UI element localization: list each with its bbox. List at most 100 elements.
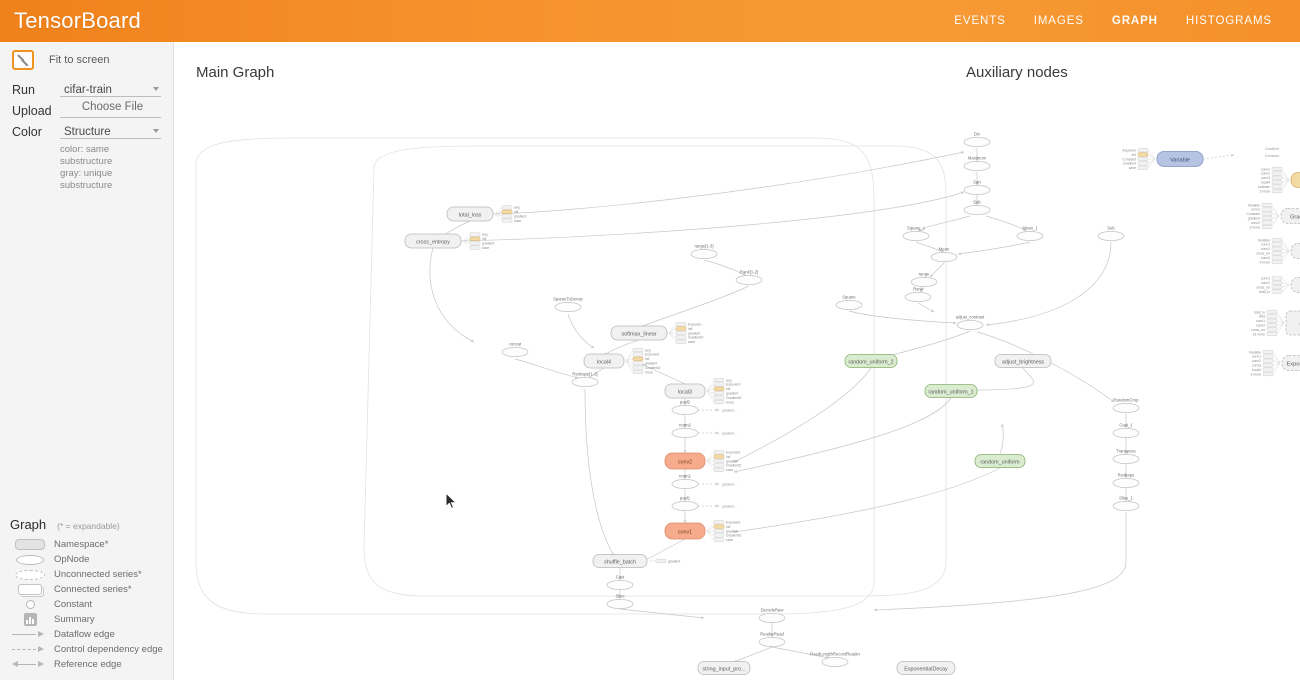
node-chip[interactable]: init <box>706 454 730 462</box>
graph-node-adjust_brightness[interactable]: adjust_brightness <box>994 354 1052 368</box>
color-select[interactable]: Structure <box>60 122 161 139</box>
op-node[interactable]: DecodeRaw <box>758 608 786 623</box>
op-node[interactable]: norm1 <box>671 474 699 489</box>
op-node[interactable]: range[1-3] <box>690 244 718 259</box>
node-chip[interactable]: avg <box>462 232 488 242</box>
node-chip[interactable]: conv3 <box>1261 175 1290 181</box>
node-chip[interactable]: init <box>462 236 486 242</box>
aux-node-init[interactable]: init <box>1290 172 1300 188</box>
node-chip[interactable]: gradient <box>706 390 738 396</box>
aux-node-GradientDescent[interactable]: GradientDescent <box>1280 208 1300 224</box>
op-node[interactable]: Slice_1 <box>1112 496 1140 511</box>
node-chip[interactable]: Variable <box>1248 202 1280 217</box>
node-chip[interactable]: 3 more <box>1250 362 1281 376</box>
op-node[interactable]: Rank <box>904 287 932 302</box>
op-node[interactable]: pool1 <box>671 496 699 511</box>
node-chip[interactable]: cross_en <box>1256 284 1290 290</box>
node-chip[interactable]: save <box>494 213 521 223</box>
node-chip[interactable]: Exponent <box>625 352 659 362</box>
node-chip[interactable]: gradient <box>707 458 738 463</box>
node-chip[interactable]: GradientD <box>706 390 742 400</box>
op-node[interactable]: Mean_1 <box>1016 226 1044 241</box>
node-chip[interactable]: init <box>706 386 730 392</box>
node-chip[interactable]: save <box>668 332 695 344</box>
op-node[interactable]: concat <box>501 342 529 357</box>
op-node[interactable]: Square_1 <box>902 226 930 241</box>
node-chip[interactable]: conv2 <box>1252 358 1281 364</box>
node-chip[interactable]: init <box>1132 152 1156 160</box>
node-chip[interactable]: conv2 <box>1261 280 1290 286</box>
nav-tab-images[interactable]: IMAGES <box>1033 15 1084 27</box>
node-chip[interactable]: Constant <box>1122 156 1155 161</box>
graph-node-cross_entropy[interactable]: cross_entropy <box>404 233 462 249</box>
graph-node-string_input_pro[interactable]: string_input_pro... <box>697 661 751 675</box>
fit-to-screen-control[interactable]: Fit to screen <box>0 42 173 76</box>
node-chip[interactable]: conv1 <box>1256 318 1285 324</box>
graph-op-nodes[interactable]: Div Maximum Sqrt Sub Square_1 Mean_1 Sub Mean ra… <box>501 132 1300 667</box>
op-node[interactable]: Sqrt <box>963 180 991 195</box>
node-chip[interactable]: init <box>625 356 649 362</box>
graph-node-local4[interactable]: local4 <box>583 353 625 369</box>
graph-node-conv2[interactable]: conv2 <box>664 452 706 470</box>
graph-node-random_uniform_2[interactable]: random_uniform_2 <box>844 354 898 368</box>
node-chip[interactable]: conv1 <box>1261 276 1290 286</box>
node-chip[interactable]: conv1 <box>1252 354 1281 364</box>
node-chip[interactable]: save <box>706 530 733 542</box>
op-node[interactable]: Transpose <box>1112 449 1140 464</box>
op-node[interactable]: Reshape <box>1112 473 1140 488</box>
node-chip[interactable]: more <box>706 390 734 404</box>
op-node[interactable]: Rank[1-2] <box>735 270 763 285</box>
graph-named-nodes[interactable]: total_lossavginitgradientsavecross_entro… <box>404 148 1300 675</box>
node-chip[interactable]: cross_en <box>1251 322 1285 332</box>
node-chip[interactable]: Constant <box>1246 211 1280 217</box>
node-chip[interactable]: gradient <box>669 330 700 335</box>
node-chip[interactable]: Exponent <box>706 382 740 392</box>
op-node[interactable]: adjust_contrast <box>956 315 985 330</box>
graph-node-total_loss[interactable]: total_loss <box>446 206 494 222</box>
node-chip[interactable]: init <box>668 326 692 334</box>
node-chip[interactable]: Exponent <box>706 450 740 462</box>
node-chip[interactable]: Exponen <box>668 322 701 334</box>
op-node[interactable]: Slice <box>606 594 634 609</box>
graph-canvas[interactable]: Main Graph Auxiliary nodes Div Maximum Sqr… <box>174 42 1300 680</box>
aux-node-avg[interactable]: avg <box>1290 277 1300 293</box>
node-chip[interactable]: init <box>706 524 730 532</box>
node-chip[interactable]: 13 more <box>1253 322 1285 336</box>
node-chip[interactable]: Add <box>1259 314 1285 324</box>
node-chip[interactable]: conv1 <box>1261 166 1290 181</box>
node-chip[interactable]: Exponent <box>706 520 740 532</box>
nav-tab-graph[interactable]: GRAPH <box>1111 15 1158 27</box>
node-chip[interactable]: Variable <box>1258 237 1290 252</box>
op-node[interactable]: Reshape[1-3] <box>571 372 599 387</box>
node-chip[interactable]: GradientD <box>706 530 742 538</box>
node-chip[interactable]: save <box>706 460 733 472</box>
fit-to-screen-icon[interactable] <box>12 50 34 70</box>
node-chip[interactable]: gradient <box>649 558 680 563</box>
op-node[interactable]: Sub <box>963 200 991 215</box>
node-chip[interactable]: init <box>494 209 518 215</box>
node-chip[interactable]: conv2 <box>1251 215 1280 225</box>
node-chip[interactable]: GradientD <box>625 360 661 370</box>
graph-svg[interactable]: Div Maximum Sqrt Sub Square_1 Mean_1 Sub Mean ra… <box>174 42 1300 680</box>
op-node[interactable]: Cast <box>606 575 634 590</box>
node-chip[interactable]: cross_en <box>1256 250 1290 256</box>
op-node[interactable]: RandomCrop <box>1112 398 1140 413</box>
node-chip[interactable]: 3 more <box>1259 250 1290 264</box>
op-node[interactable]: range <box>910 272 938 287</box>
graph-node-conv1[interactable]: conv1 <box>664 522 706 540</box>
aux-node-Variable[interactable]: Variable <box>1156 151 1204 167</box>
node-chip[interactable]: conv1 <box>1261 242 1290 252</box>
graph-node-shuffle_batch[interactable]: shuffle_batch <box>592 554 648 568</box>
op-node[interactable]: Maximum <box>963 156 991 171</box>
nav-tab-histograms[interactable]: HISTOGRAMS <box>1185 15 1272 27</box>
aux-node-ExponentialMovin[interactable]: ExponentialMovin... <box>1281 355 1300 371</box>
node-chip[interactable]: conv2 <box>1256 322 1285 328</box>
node-chip[interactable]: local4 <box>1261 179 1290 185</box>
op-node[interactable]: Square <box>835 295 863 310</box>
node-chip[interactable]: conv2 <box>1261 171 1290 181</box>
graph-node-softmax_linear[interactable]: softmax_linear <box>610 325 668 341</box>
node-chip[interactable]: GradientD <box>706 460 742 468</box>
node-chip[interactable]: save <box>1129 158 1156 170</box>
node-chip[interactable]: total_lo <box>1254 309 1285 324</box>
